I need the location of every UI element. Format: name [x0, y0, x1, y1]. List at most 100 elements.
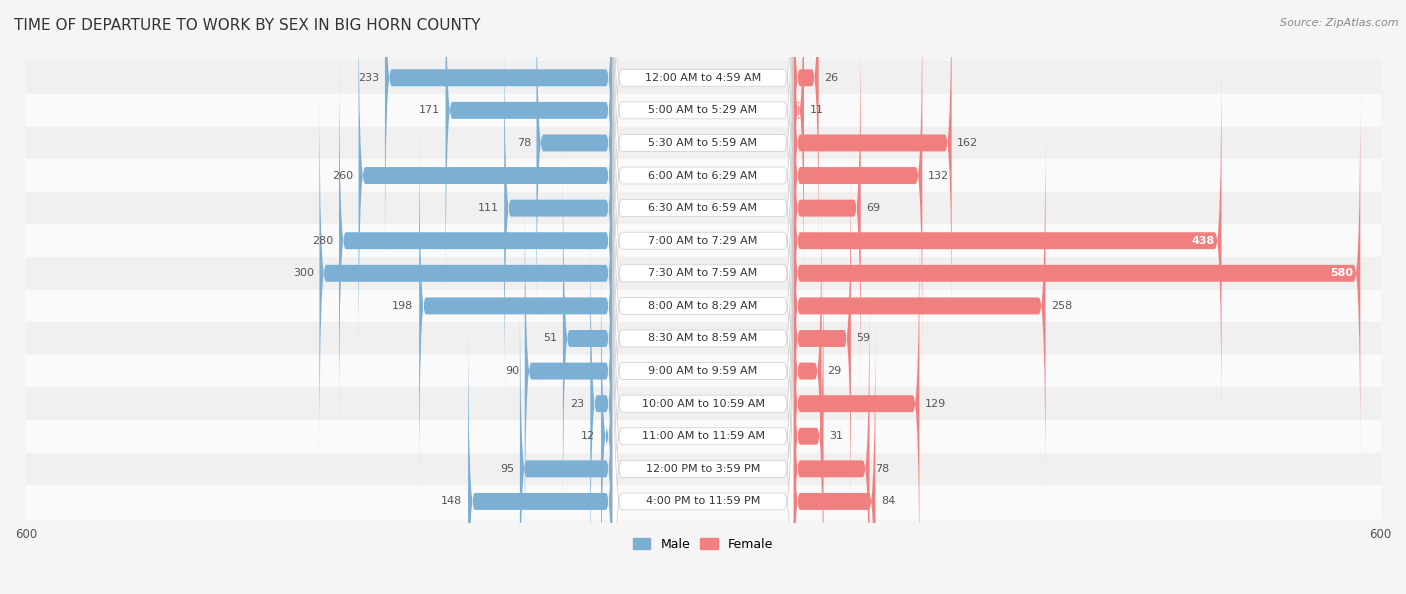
- Text: 260: 260: [332, 170, 353, 181]
- Text: 11:00 AM to 11:59 AM: 11:00 AM to 11:59 AM: [641, 431, 765, 441]
- Text: 132: 132: [928, 170, 949, 181]
- Text: 26: 26: [824, 72, 838, 83]
- Text: 8:30 AM to 8:59 AM: 8:30 AM to 8:59 AM: [648, 333, 758, 343]
- FancyBboxPatch shape: [793, 21, 860, 395]
- FancyBboxPatch shape: [793, 0, 804, 298]
- Text: 29: 29: [827, 366, 842, 376]
- Text: 31: 31: [830, 431, 844, 441]
- Text: 8:00 AM to 8:29 AM: 8:00 AM to 8:29 AM: [648, 301, 758, 311]
- Text: 7:30 AM to 7:59 AM: 7:30 AM to 7:59 AM: [648, 268, 758, 279]
- FancyBboxPatch shape: [793, 86, 1361, 460]
- FancyBboxPatch shape: [793, 314, 876, 594]
- Text: 580: 580: [1330, 268, 1354, 279]
- Text: 129: 129: [925, 399, 946, 409]
- Text: 9:00 AM to 9:59 AM: 9:00 AM to 9:59 AM: [648, 366, 758, 376]
- Bar: [27, 420, 1379, 453]
- Text: 438: 438: [1191, 236, 1215, 246]
- Text: 69: 69: [866, 203, 880, 213]
- Text: 12:00 PM to 3:59 PM: 12:00 PM to 3:59 PM: [645, 464, 761, 474]
- FancyBboxPatch shape: [613, 0, 793, 428]
- Text: 4:00 PM to 11:59 PM: 4:00 PM to 11:59 PM: [645, 497, 761, 507]
- Text: 23: 23: [571, 399, 585, 409]
- Text: 84: 84: [882, 497, 896, 507]
- Text: 6:00 AM to 6:29 AM: 6:00 AM to 6:29 AM: [648, 170, 758, 181]
- FancyBboxPatch shape: [613, 86, 793, 590]
- FancyBboxPatch shape: [793, 119, 1046, 493]
- FancyBboxPatch shape: [793, 0, 952, 330]
- FancyBboxPatch shape: [613, 0, 793, 460]
- FancyBboxPatch shape: [613, 53, 793, 558]
- FancyBboxPatch shape: [613, 184, 793, 594]
- FancyBboxPatch shape: [613, 217, 793, 594]
- Text: 5:00 AM to 5:29 AM: 5:00 AM to 5:29 AM: [648, 105, 758, 115]
- Text: 148: 148: [441, 497, 463, 507]
- FancyBboxPatch shape: [385, 0, 613, 265]
- Text: Source: ZipAtlas.com: Source: ZipAtlas.com: [1281, 18, 1399, 28]
- Bar: [27, 290, 1379, 322]
- FancyBboxPatch shape: [613, 0, 793, 330]
- FancyBboxPatch shape: [537, 0, 613, 330]
- FancyBboxPatch shape: [446, 0, 613, 298]
- FancyBboxPatch shape: [520, 282, 613, 594]
- Text: 171: 171: [419, 105, 440, 115]
- FancyBboxPatch shape: [793, 184, 821, 558]
- FancyBboxPatch shape: [793, 0, 922, 362]
- FancyBboxPatch shape: [613, 119, 793, 594]
- FancyBboxPatch shape: [600, 249, 613, 594]
- FancyBboxPatch shape: [793, 151, 851, 526]
- Text: 90: 90: [505, 366, 519, 376]
- Text: 7:00 AM to 7:29 AM: 7:00 AM to 7:29 AM: [648, 236, 758, 246]
- Text: 111: 111: [478, 203, 499, 213]
- FancyBboxPatch shape: [793, 249, 824, 594]
- FancyBboxPatch shape: [613, 0, 793, 493]
- Bar: [27, 453, 1379, 485]
- FancyBboxPatch shape: [319, 86, 613, 460]
- Text: 11: 11: [810, 105, 824, 115]
- Text: 95: 95: [501, 464, 515, 474]
- Text: 12:00 AM to 4:59 AM: 12:00 AM to 4:59 AM: [645, 72, 761, 83]
- Bar: [27, 485, 1379, 518]
- Text: 198: 198: [392, 301, 413, 311]
- Text: 51: 51: [543, 333, 557, 343]
- Bar: [27, 94, 1379, 127]
- Text: 233: 233: [359, 72, 380, 83]
- FancyBboxPatch shape: [793, 217, 920, 590]
- FancyBboxPatch shape: [591, 217, 613, 590]
- Bar: [27, 257, 1379, 290]
- FancyBboxPatch shape: [793, 53, 1222, 428]
- Bar: [27, 192, 1379, 225]
- FancyBboxPatch shape: [524, 184, 613, 558]
- FancyBboxPatch shape: [505, 21, 613, 395]
- Text: 6:30 AM to 6:59 AM: 6:30 AM to 6:59 AM: [648, 203, 758, 213]
- Text: 258: 258: [1052, 301, 1073, 311]
- FancyBboxPatch shape: [793, 282, 869, 594]
- FancyBboxPatch shape: [339, 53, 613, 428]
- Text: 5:30 AM to 5:59 AM: 5:30 AM to 5:59 AM: [648, 138, 758, 148]
- FancyBboxPatch shape: [613, 0, 793, 362]
- FancyBboxPatch shape: [793, 0, 818, 265]
- Bar: [27, 159, 1379, 192]
- Bar: [27, 355, 1379, 387]
- FancyBboxPatch shape: [613, 151, 793, 594]
- Text: 300: 300: [292, 268, 314, 279]
- FancyBboxPatch shape: [562, 151, 613, 526]
- Text: 10:00 AM to 10:59 AM: 10:00 AM to 10:59 AM: [641, 399, 765, 409]
- Text: 78: 78: [875, 464, 890, 474]
- Text: 280: 280: [312, 236, 333, 246]
- FancyBboxPatch shape: [613, 21, 793, 526]
- Legend: Male, Female: Male, Female: [628, 533, 778, 556]
- Bar: [27, 225, 1379, 257]
- Text: 59: 59: [856, 333, 870, 343]
- FancyBboxPatch shape: [419, 119, 613, 493]
- FancyBboxPatch shape: [613, 249, 793, 594]
- Bar: [27, 61, 1379, 94]
- Bar: [27, 322, 1379, 355]
- FancyBboxPatch shape: [468, 314, 613, 594]
- Text: 12: 12: [581, 431, 595, 441]
- Bar: [27, 127, 1379, 159]
- Text: 78: 78: [516, 138, 531, 148]
- Text: TIME OF DEPARTURE TO WORK BY SEX IN BIG HORN COUNTY: TIME OF DEPARTURE TO WORK BY SEX IN BIG …: [14, 18, 481, 33]
- FancyBboxPatch shape: [359, 0, 613, 362]
- Text: 162: 162: [957, 138, 979, 148]
- FancyBboxPatch shape: [613, 0, 793, 395]
